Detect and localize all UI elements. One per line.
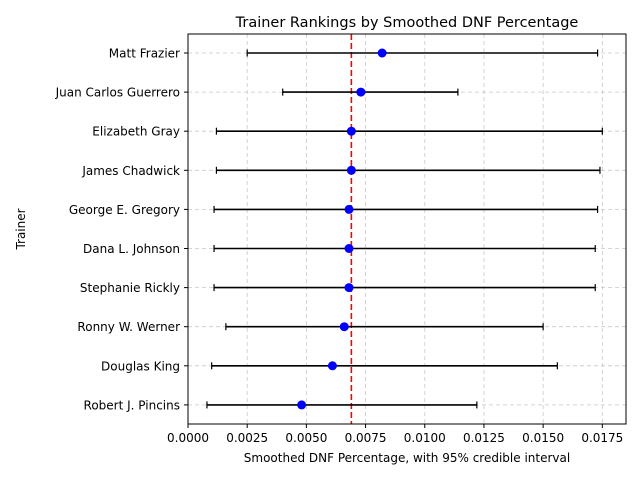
y-tick-label: George E. Gregory	[69, 203, 180, 217]
y-tick-label: Ronny W. Werner	[77, 320, 180, 334]
x-axis: 0.0000 0.0025 0.0050 0.0075 0.0100 0.0125 0.01…	[167, 424, 623, 445]
data-point	[344, 283, 354, 293]
y-tick-label: James Chadwick	[81, 164, 180, 178]
x-tick-label: 0.0025	[226, 431, 268, 445]
y-tick-label: Dana L. Johnson	[83, 242, 180, 256]
x-axis-title: Smoothed DNF Percentage, with 95% credib…	[244, 451, 570, 465]
x-tick-label: 0.0125	[463, 431, 505, 445]
data-point	[346, 165, 356, 175]
chart-title: Trainer Rankings by Smoothed DNF Percent…	[235, 15, 579, 31]
y-axis: Matt Frazier Juan Carlos Guerrero Elizabet…	[55, 47, 188, 412]
data-point	[346, 126, 356, 136]
plot-frame	[187, 33, 627, 425]
y-tick-label: Elizabeth Gray	[92, 125, 180, 139]
y-tick-label: Juan Carlos Guerrero	[55, 86, 180, 100]
x-tick-label: 0.0000	[167, 431, 209, 445]
y-tick-label: Douglas King	[101, 359, 180, 373]
x-tick-label: 0.0100	[404, 431, 446, 445]
x-tick-label: 0.0050	[285, 431, 327, 445]
y-axis-title: Trainer	[14, 208, 28, 250]
y-tick-label: Matt Frazier	[109, 47, 180, 61]
x-tick-label: 0.0075	[345, 431, 387, 445]
x-tick-label: 0.0150	[522, 431, 564, 445]
data-point	[356, 87, 366, 97]
y-tick-label: Stephanie Rickly	[80, 281, 180, 295]
data-point	[377, 48, 387, 58]
data-layer	[206, 48, 603, 410]
data-point	[344, 204, 354, 214]
data-point	[327, 361, 337, 371]
data-point	[344, 244, 354, 253]
data-point	[297, 400, 307, 410]
data-point	[339, 322, 349, 332]
x-tick-label: 0.0175	[581, 431, 623, 445]
y-tick-label: Robert J. Pincins	[84, 398, 180, 412]
